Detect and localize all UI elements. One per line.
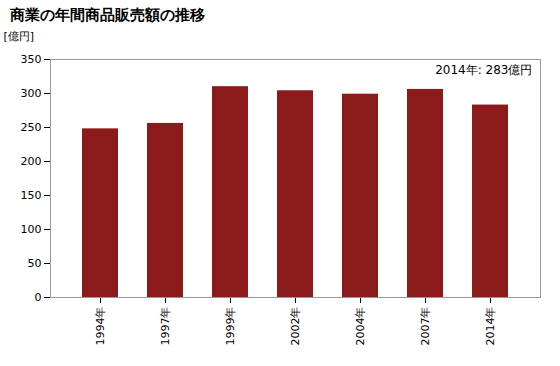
svg-text:1999年: 1999年: [224, 307, 237, 346]
svg-text:2002年: 2002年: [289, 307, 302, 346]
svg-text:150: 150: [21, 189, 42, 202]
svg-text:2004年: 2004年: [354, 307, 367, 346]
svg-text:200: 200: [21, 155, 42, 168]
svg-text:2014年: 2014年: [484, 307, 497, 346]
svg-text:1997年: 1997年: [159, 307, 172, 346]
svg-text:250: 250: [21, 121, 42, 134]
svg-text:350: 350: [21, 53, 42, 66]
svg-text:300: 300: [21, 87, 42, 100]
svg-text:50: 50: [28, 257, 42, 270]
svg-text:0: 0: [35, 291, 42, 304]
svg-text:2007年: 2007年: [419, 307, 432, 346]
svg-text:1994年: 1994年: [94, 307, 107, 346]
svg-text:[億円]: [億円]: [4, 30, 35, 43]
html-text:商業の年間商品販売額の推移: 商業の年間商品販売額の推移: [10, 6, 205, 24]
svg-text:100: 100: [21, 223, 42, 236]
svg-text:2014年: 283億円: 2014年: 283億円: [435, 63, 532, 77]
